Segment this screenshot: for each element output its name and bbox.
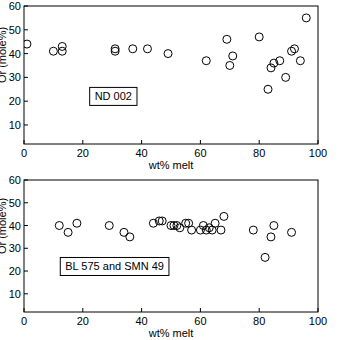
points [55,212,295,261]
point [105,222,113,230]
y-tick [24,180,28,181]
y-tick-label: 20 [9,265,21,277]
x-axis-label: wt% melt [148,327,194,339]
y-tick-label: 10 [9,288,21,300]
y-tick-label: 30 [9,71,21,83]
y-tick-label: 50 [9,24,21,36]
point [217,226,225,234]
y-axis-label: Or (mole%) [0,27,8,83]
y-tick-label: 10 [9,119,21,131]
point [302,14,310,22]
y-tick [24,29,28,30]
x-tick-label: 100 [309,147,327,159]
y-tick-label: 60 [9,0,21,12]
y-tick [24,53,28,54]
chart: 020406080100102030405060wt% meltOr (mole… [0,0,327,171]
y-tick-label: 40 [9,48,21,60]
point [73,219,81,227]
y-tick [24,225,28,226]
point [288,228,296,236]
point [261,253,269,261]
y-tick [24,202,28,203]
point [49,47,57,55]
point [249,226,257,234]
point [276,57,284,65]
x-tick [141,308,142,312]
point [296,57,304,65]
annotation-box [60,257,169,275]
point [202,57,210,65]
x-tick-label: 100 [309,315,327,327]
x-tick-label: 20 [77,315,89,327]
y-tick-label: 20 [9,95,21,107]
plot-frame [24,6,318,144]
y-tick [24,77,28,78]
point [129,45,137,53]
annotation-box [90,87,137,105]
x-tick [259,140,260,144]
x-tick [318,308,319,312]
x-tick [318,140,319,144]
y-tick [24,271,28,272]
x-tick-label: 80 [253,147,265,159]
point [282,73,290,81]
x-tick [82,308,83,312]
y-tick-label: 40 [9,220,21,232]
x-tick [24,308,25,312]
point [111,45,119,53]
point [264,85,272,93]
x-tick-label: 0 [21,315,27,327]
x-axis-label: wt% melt [148,159,194,171]
x-tick-label: 0 [21,147,27,159]
chart: 020406080100102030405060wt% meltOr (mole… [0,174,327,339]
point [143,45,151,53]
x-tick [82,140,83,144]
point [270,222,278,230]
point [223,35,231,43]
point [58,42,66,50]
y-tick-label: 60 [9,174,21,186]
x-tick-label: 80 [253,315,265,327]
plot-frame [24,180,318,312]
point [158,217,166,225]
point [220,212,228,220]
point [188,226,196,234]
y-tick [24,293,28,294]
point [290,45,298,53]
y-tick [24,6,28,7]
x-tick [200,308,201,312]
point [255,33,263,41]
points [24,14,310,93]
x-tick-label: 40 [135,147,147,159]
x-tick-label: 40 [135,315,147,327]
point [64,228,72,236]
x-tick-label: 20 [77,147,89,159]
point [24,40,31,48]
point [211,219,219,227]
y-tick [24,101,28,102]
figure: 020406080100102030405060wt% meltOr (mole… [0,0,342,340]
x-tick [200,140,201,144]
y-tick [24,124,28,125]
point [267,233,275,241]
y-tick [24,248,28,249]
y-axis-label: Or (mole%) [0,198,8,254]
point [55,222,63,230]
point [226,61,234,69]
x-tick [259,308,260,312]
point [164,50,172,58]
point [229,52,237,60]
y-tick-label: 50 [9,197,21,209]
x-tick [24,140,25,144]
x-tick-label: 60 [194,315,206,327]
point [58,47,66,55]
x-tick-label: 60 [194,147,206,159]
x-tick [141,140,142,144]
annotation: BL 575 and SMN 49 [65,260,164,272]
point [126,233,134,241]
y-tick-label: 30 [9,242,21,254]
annotation: ND 002 [95,90,132,102]
